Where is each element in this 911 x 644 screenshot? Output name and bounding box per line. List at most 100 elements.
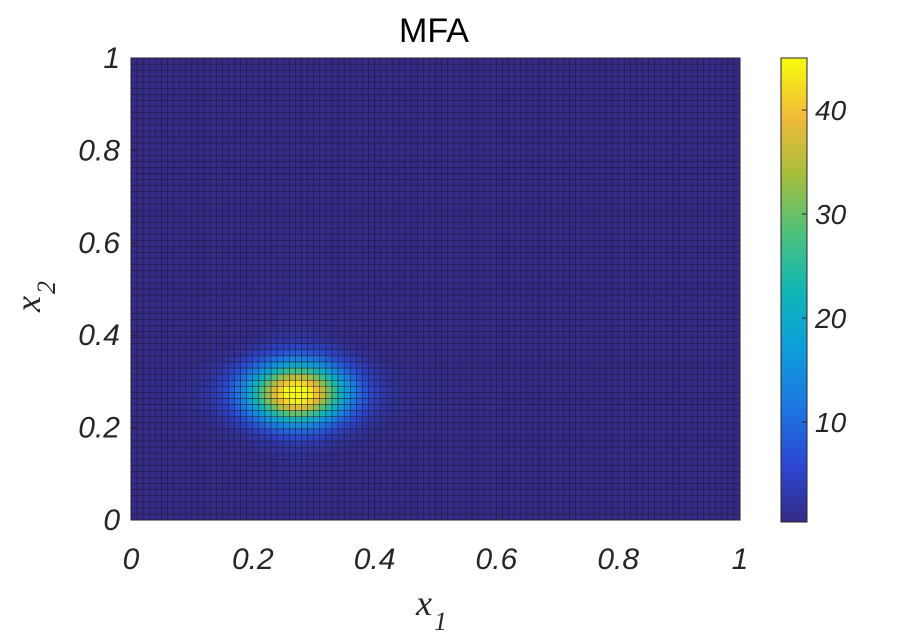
heatmap-cell <box>252 307 260 314</box>
heatmap-cell <box>392 495 400 502</box>
heatmap-cell <box>350 507 357 515</box>
heatmap-cell <box>216 361 223 369</box>
heatmap-cell <box>587 501 595 509</box>
heatmap-cell <box>228 477 235 484</box>
heatmap-cell <box>337 288 345 296</box>
heatmap-cell <box>569 404 576 411</box>
heatmap-cell <box>496 367 503 375</box>
heatmap-cell <box>410 307 418 314</box>
heatmap-cell <box>246 234 254 241</box>
heatmap-cell <box>666 483 674 490</box>
heatmap-cell <box>392 319 400 326</box>
heatmap-cell <box>331 404 339 411</box>
heatmap-cell <box>222 258 229 265</box>
heatmap-cell <box>392 307 400 314</box>
heatmap-cell <box>477 410 485 417</box>
heatmap-cell <box>654 270 662 278</box>
heatmap-cell <box>410 313 418 320</box>
heatmap-cell <box>222 288 229 296</box>
heatmap-cell <box>465 325 473 332</box>
heatmap-cell <box>520 319 528 326</box>
heatmap-cell <box>630 471 637 478</box>
heatmap-cell <box>398 337 406 344</box>
heatmap-cell <box>295 282 302 290</box>
heatmap-cell <box>654 392 662 399</box>
heatmap-cell <box>374 240 381 247</box>
heatmap-cell <box>715 355 722 363</box>
heatmap-cell <box>258 440 266 448</box>
heatmap-cell <box>258 349 266 357</box>
heatmap-cell <box>666 221 674 229</box>
heatmap-cell <box>678 355 686 363</box>
heatmap-cell <box>270 483 278 490</box>
heatmap-cell <box>350 349 357 357</box>
heatmap-cell <box>386 294 394 302</box>
heatmap-cell <box>343 507 351 515</box>
heatmap-cell <box>417 331 424 338</box>
heatmap-cell <box>727 270 735 278</box>
heatmap-cell <box>672 440 680 448</box>
heatmap-cell <box>550 392 558 399</box>
heatmap-cell <box>325 313 333 320</box>
heatmap-cell <box>617 258 625 265</box>
heatmap-cell <box>721 507 729 515</box>
heatmap-cell <box>179 355 187 363</box>
heatmap-cell <box>155 495 162 502</box>
heatmap-cell <box>423 367 430 375</box>
heatmap-cell <box>173 331 180 338</box>
heatmap-cell <box>587 227 595 235</box>
heatmap-cell <box>191 501 199 509</box>
heatmap-cell <box>240 355 247 363</box>
heatmap-cell <box>587 300 595 308</box>
heatmap-cell <box>386 234 394 241</box>
heatmap-cell <box>234 489 241 496</box>
heatmap-cell <box>532 452 540 460</box>
heatmap-cell <box>624 489 631 496</box>
heatmap-cell <box>386 276 394 284</box>
heatmap-cell <box>611 337 619 344</box>
heatmap-cell <box>642 282 649 290</box>
heatmap-cell <box>624 513 631 521</box>
heatmap-cell <box>447 288 454 296</box>
heatmap-cell <box>684 349 692 357</box>
heatmap-cell <box>368 276 375 284</box>
heatmap-cell <box>252 227 260 235</box>
heatmap-cell <box>343 331 351 338</box>
heatmap-cell <box>216 386 223 393</box>
heatmap-cell <box>325 507 333 515</box>
heatmap-cell <box>429 337 436 344</box>
heatmap-cell <box>167 252 174 259</box>
heatmap-cell <box>684 270 692 278</box>
heatmap-cell <box>715 513 722 521</box>
heatmap-cell <box>258 495 266 502</box>
heatmap-cell <box>477 252 485 259</box>
heatmap-cell <box>563 294 570 302</box>
heatmap-cell <box>319 440 327 448</box>
heatmap-cell <box>337 434 345 442</box>
heatmap-cell <box>459 465 467 472</box>
heatmap-cell <box>429 264 436 271</box>
heatmap-cell <box>709 343 716 351</box>
heatmap-cell <box>587 416 595 423</box>
heatmap-cell <box>368 270 375 278</box>
heatmap-cell <box>246 246 254 253</box>
heatmap-cell <box>544 513 552 521</box>
heatmap-cell <box>435 246 442 253</box>
heatmap-cell <box>532 349 540 357</box>
heatmap-cell <box>642 507 649 515</box>
heatmap-cell <box>234 434 241 442</box>
heatmap-cell <box>216 416 223 423</box>
heatmap-cell <box>417 343 424 351</box>
heatmap-cell <box>709 337 716 344</box>
heatmap-cell <box>605 452 613 460</box>
heatmap-cell <box>155 270 162 278</box>
heatmap-cell <box>167 452 174 460</box>
heatmap-cell <box>648 513 655 521</box>
heatmap-cell <box>350 440 357 448</box>
heatmap-cell <box>630 367 637 375</box>
heatmap-cell <box>185 495 193 502</box>
heatmap-cell <box>441 434 448 442</box>
heatmap-cell <box>246 379 254 387</box>
heatmap-cell <box>678 234 686 241</box>
heatmap-cell <box>240 264 247 271</box>
